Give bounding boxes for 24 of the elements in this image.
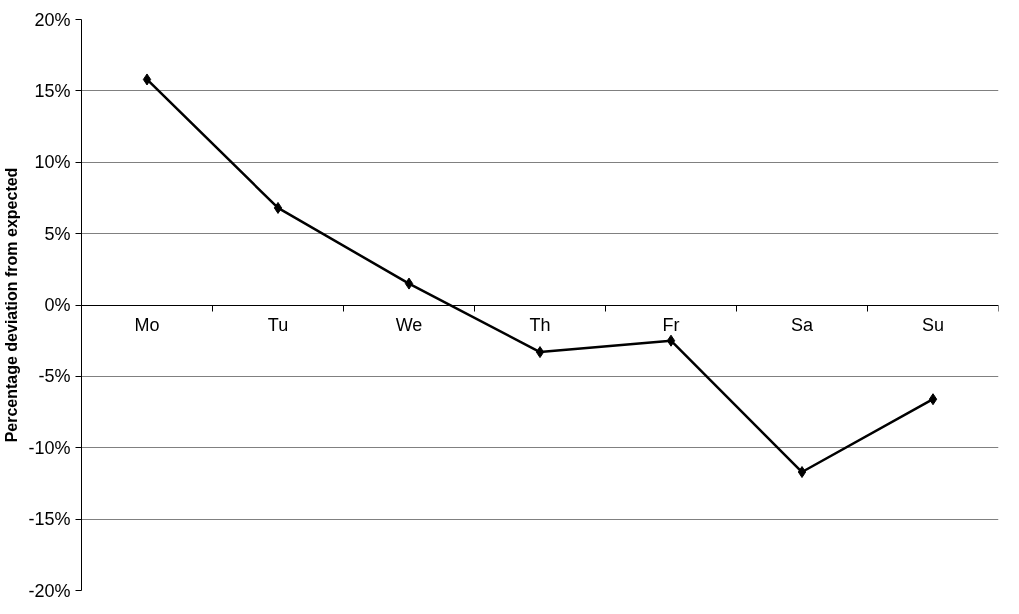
y-tick-label: 15% bbox=[34, 80, 71, 101]
y-tick-label: 20% bbox=[34, 9, 71, 30]
y-tick-label: 10% bbox=[34, 152, 71, 173]
y-tick-label: -15% bbox=[28, 509, 71, 530]
y-tick-label: 5% bbox=[44, 223, 71, 244]
x-tick-label: Fr bbox=[662, 315, 680, 335]
y-tick-label: -10% bbox=[28, 437, 71, 458]
x-tick-label: Su bbox=[921, 315, 945, 335]
x-tick-label: We bbox=[395, 315, 423, 335]
point bbox=[273, 201, 283, 214]
x-tick-label: Sa bbox=[790, 315, 814, 335]
x-tick-label: Mo bbox=[134, 315, 160, 335]
y-axis-title: Percentage deviation from expected bbox=[3, 167, 21, 443]
point bbox=[535, 346, 545, 359]
point bbox=[797, 466, 807, 479]
point bbox=[142, 73, 152, 86]
y-tick-label: -20% bbox=[28, 580, 71, 601]
x-tick-label: Th bbox=[529, 315, 551, 335]
point bbox=[928, 393, 938, 406]
point bbox=[666, 334, 676, 347]
y-tick-label: 0% bbox=[44, 295, 71, 315]
point bbox=[404, 277, 414, 290]
x-tick-label: Tu bbox=[267, 315, 289, 335]
y-tick-label: -5% bbox=[38, 366, 71, 387]
